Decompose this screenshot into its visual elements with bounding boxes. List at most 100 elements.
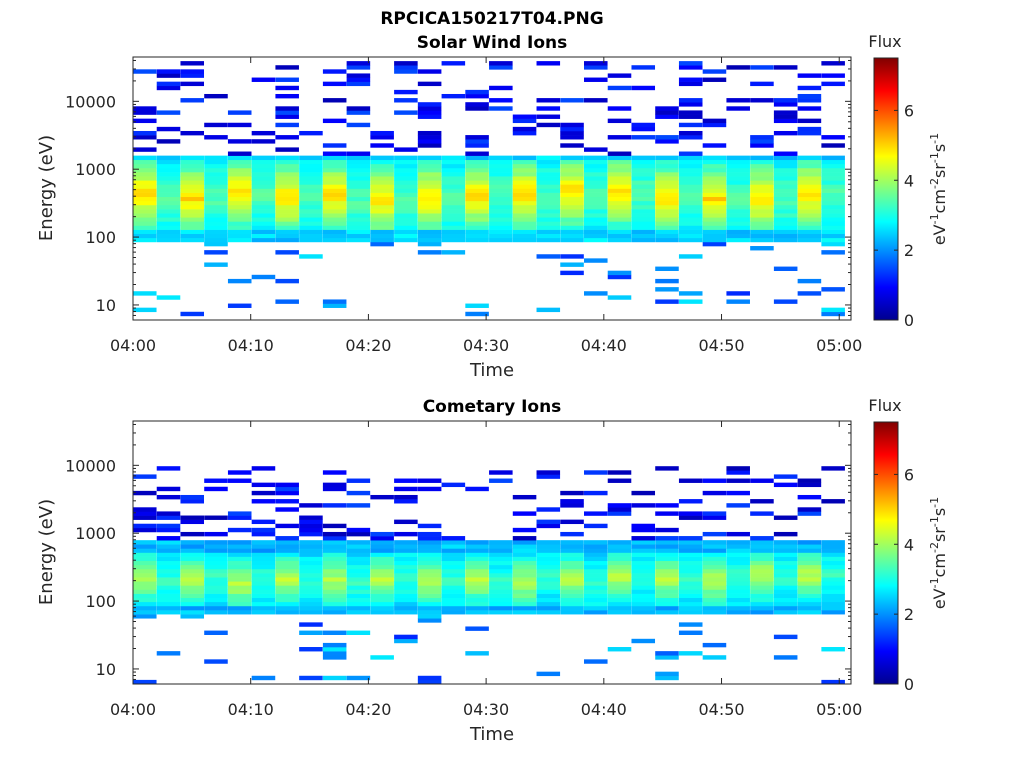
- heatmap-cell: [489, 568, 513, 574]
- heatmap-cell: [489, 225, 513, 230]
- heatmap-cell: [702, 577, 727, 582]
- heatmap-cell: [489, 200, 513, 206]
- heatmap-cell: [797, 73, 822, 78]
- heatmap-cell: [821, 601, 845, 607]
- heatmap-cell: [631, 585, 656, 590]
- heatmap-cell: [773, 221, 798, 226]
- heatmap-cell: [750, 552, 774, 557]
- heatmap-cell: [180, 209, 205, 214]
- heatmap-cell: [631, 122, 656, 128]
- heatmap-cell: [133, 552, 157, 557]
- heatmap-cell: [512, 172, 537, 177]
- heatmap-cell: [631, 209, 656, 214]
- heatmap-cell: [584, 167, 608, 173]
- heatmap-cell: [750, 573, 774, 578]
- heatmap-cell: [227, 573, 252, 578]
- heatmap-cell: [750, 536, 774, 541]
- heatmap-cell: [773, 196, 798, 202]
- heatmap-cell: [655, 651, 679, 656]
- heatmap-cell: [678, 536, 703, 541]
- heatmap-cell: [536, 192, 561, 198]
- heatmap-cell: [251, 233, 276, 239]
- heatmap-cell: [275, 176, 299, 181]
- heatmap-cell: [227, 303, 252, 308]
- heatmap-cell: [394, 204, 418, 210]
- heatmap-cell: [322, 188, 347, 193]
- heatmap-cell: [251, 192, 276, 198]
- heatmap-cell: [394, 585, 418, 590]
- colorbar-tick-label: 2: [904, 605, 914, 624]
- heatmap-cell: [346, 192, 371, 198]
- heatmap-cell: [370, 531, 394, 537]
- heatmap-cell: [678, 548, 703, 553]
- colorbar-tick-label: 6: [904, 101, 914, 120]
- heatmap-cell: [299, 213, 323, 218]
- heatmap-cell: [536, 61, 561, 66]
- heatmap-cell: [180, 167, 205, 173]
- heatmap-cell: [346, 573, 371, 578]
- heatmap-cell: [275, 135, 299, 140]
- heatmap-cell: [227, 601, 252, 607]
- heatmap-cell: [678, 560, 703, 566]
- heatmap-cell: [394, 233, 418, 239]
- heatmap-cell: [560, 163, 584, 169]
- heatmap-cell: [204, 568, 228, 574]
- heatmap-cell: [773, 610, 798, 615]
- heatmap-cell: [417, 560, 442, 566]
- heatmap-cell: [275, 85, 299, 91]
- heatmap-cell: [536, 523, 561, 529]
- heatmap-cell: [251, 130, 276, 136]
- heatmap-cell: [512, 184, 537, 189]
- heatmap-cell: [465, 176, 489, 181]
- heatmap-cell: [512, 200, 537, 206]
- heatmap-cell: [322, 610, 347, 615]
- heatmap-cell: [773, 130, 798, 136]
- heatmap-cell: [133, 585, 157, 590]
- heatmap-cell: [821, 225, 845, 230]
- heatmap-cell: [346, 585, 371, 590]
- heatmap-cell: [702, 593, 727, 598]
- heatmap-cell: [394, 89, 418, 95]
- heatmap-cell: [655, 581, 679, 586]
- heatmap-cell: [607, 225, 632, 230]
- heatmap-cell: [441, 540, 466, 545]
- heatmap-cell: [631, 556, 656, 562]
- heatmap-cell: [370, 167, 394, 173]
- heatmap-cell: [631, 221, 656, 226]
- heatmap-cell: [631, 589, 656, 594]
- heatmap-cell: [322, 601, 347, 607]
- heatmap-cell: [417, 204, 442, 210]
- heatmap-cell: [465, 167, 489, 173]
- heatmap-cell: [299, 184, 323, 189]
- solar-wind-title: Solar Wind Ions: [417, 33, 568, 53]
- heatmap-cell: [655, 278, 679, 284]
- heatmap-cell: [204, 237, 228, 243]
- heatmap-cell: [465, 589, 489, 594]
- heatmap-cell: [750, 577, 774, 582]
- heatmap-cell: [133, 507, 157, 512]
- heatmap-cell: [417, 172, 442, 177]
- heatmap-cell: [512, 237, 537, 243]
- heatmap-cell: [750, 213, 774, 218]
- heatmap-cell: [299, 515, 323, 520]
- x-tick-label: 04:00: [110, 700, 156, 719]
- heatmap-cell: [750, 221, 774, 226]
- heatmap-cell: [441, 209, 466, 214]
- heatmap-cell: [227, 139, 252, 144]
- heatmap-cell: [702, 556, 727, 562]
- heatmap-cell: [512, 176, 537, 181]
- heatmap-cell: [512, 597, 537, 603]
- heatmap-cell: [773, 266, 798, 271]
- heatmap-cell: [607, 589, 632, 594]
- heatmap-cell: [560, 560, 584, 566]
- heatmap-cell: [370, 237, 394, 243]
- heatmap-cell: [275, 114, 299, 119]
- heatmap-cell: [750, 217, 774, 222]
- heatmap-cell: [227, 151, 252, 156]
- heatmap-cell: [607, 73, 632, 78]
- heatmap-cell: [275, 299, 299, 304]
- x-tick-label: 05:00: [816, 336, 862, 355]
- heatmap-cell: [655, 172, 679, 177]
- heatmap-cell: [631, 581, 656, 586]
- heatmap-cell: [797, 200, 822, 206]
